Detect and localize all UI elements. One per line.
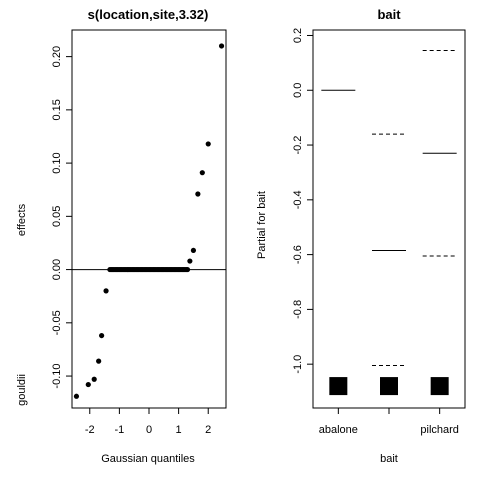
data-point xyxy=(73,393,80,399)
data-point xyxy=(218,43,225,49)
left-y-tick-label: 0.20 xyxy=(51,46,63,67)
data-point xyxy=(199,170,205,176)
right-y-tick-label: 0.0 xyxy=(292,83,304,98)
left-x-axis-label: Gaussian quantiles xyxy=(101,453,195,465)
left-corner-label: gouldii xyxy=(16,374,28,406)
right-y-tick-label: -0.8 xyxy=(292,300,304,319)
bait-term-panel: bait 0.2 0.0 -0.2 -0.4 -0.6 -0.8 -1.0 abalone p… xyxy=(256,7,466,465)
left-plot-title: s(location,site,3.32) xyxy=(88,7,209,22)
right-plot-frame xyxy=(312,29,466,409)
data-point xyxy=(184,266,191,273)
data-point xyxy=(187,258,193,264)
left-y-tick-label: 0.10 xyxy=(51,152,63,173)
rug-square xyxy=(380,377,398,396)
right-y-tick-label: 0.2 xyxy=(292,28,304,43)
rug-square xyxy=(430,377,449,396)
rug-square xyxy=(329,377,348,396)
data-point xyxy=(85,381,91,388)
data-point xyxy=(91,376,97,382)
left-y-tick-label: 0.05 xyxy=(51,206,63,227)
smooth-term-panel: s(location,site,3.32) -2 -1 0 1 2 -0.10 -0.05… xyxy=(16,7,227,465)
left-x-tick-label: -1 xyxy=(114,424,124,436)
right-y-tick-label: -0.2 xyxy=(292,136,304,155)
left-y-tick-label: 0.15 xyxy=(51,99,63,120)
data-point xyxy=(190,247,197,254)
data-point xyxy=(99,332,105,339)
right-plot-title: bait xyxy=(377,7,401,22)
left-x-tick-label: -2 xyxy=(85,424,95,436)
left-y-axis-label: effects xyxy=(16,203,28,236)
data-point xyxy=(205,141,211,147)
right-y-tick-label: -0.4 xyxy=(292,190,304,209)
right-y-tick-label: -0.6 xyxy=(292,245,304,264)
right-x-tick-label: abalone xyxy=(319,424,358,436)
left-x-tick-label: 2 xyxy=(205,424,211,436)
left-y-tick-label: 0.00 xyxy=(51,259,63,280)
left-x-tick-label: 1 xyxy=(176,424,182,436)
right-x-tick-label: pilchard xyxy=(420,424,459,436)
data-point xyxy=(195,191,201,197)
right-y-tick-label: -1.0 xyxy=(292,355,304,374)
right-y-axis-label: Partial for bait xyxy=(256,191,268,259)
left-y-tick-label: -0.10 xyxy=(51,364,63,389)
left-y-tick-label: -0.05 xyxy=(51,310,63,335)
data-point xyxy=(103,288,109,294)
left-plot-frame xyxy=(71,29,227,409)
left-x-tick-label: 0 xyxy=(146,424,152,436)
data-point xyxy=(96,358,102,364)
right-x-axis-label: bait xyxy=(380,453,398,465)
